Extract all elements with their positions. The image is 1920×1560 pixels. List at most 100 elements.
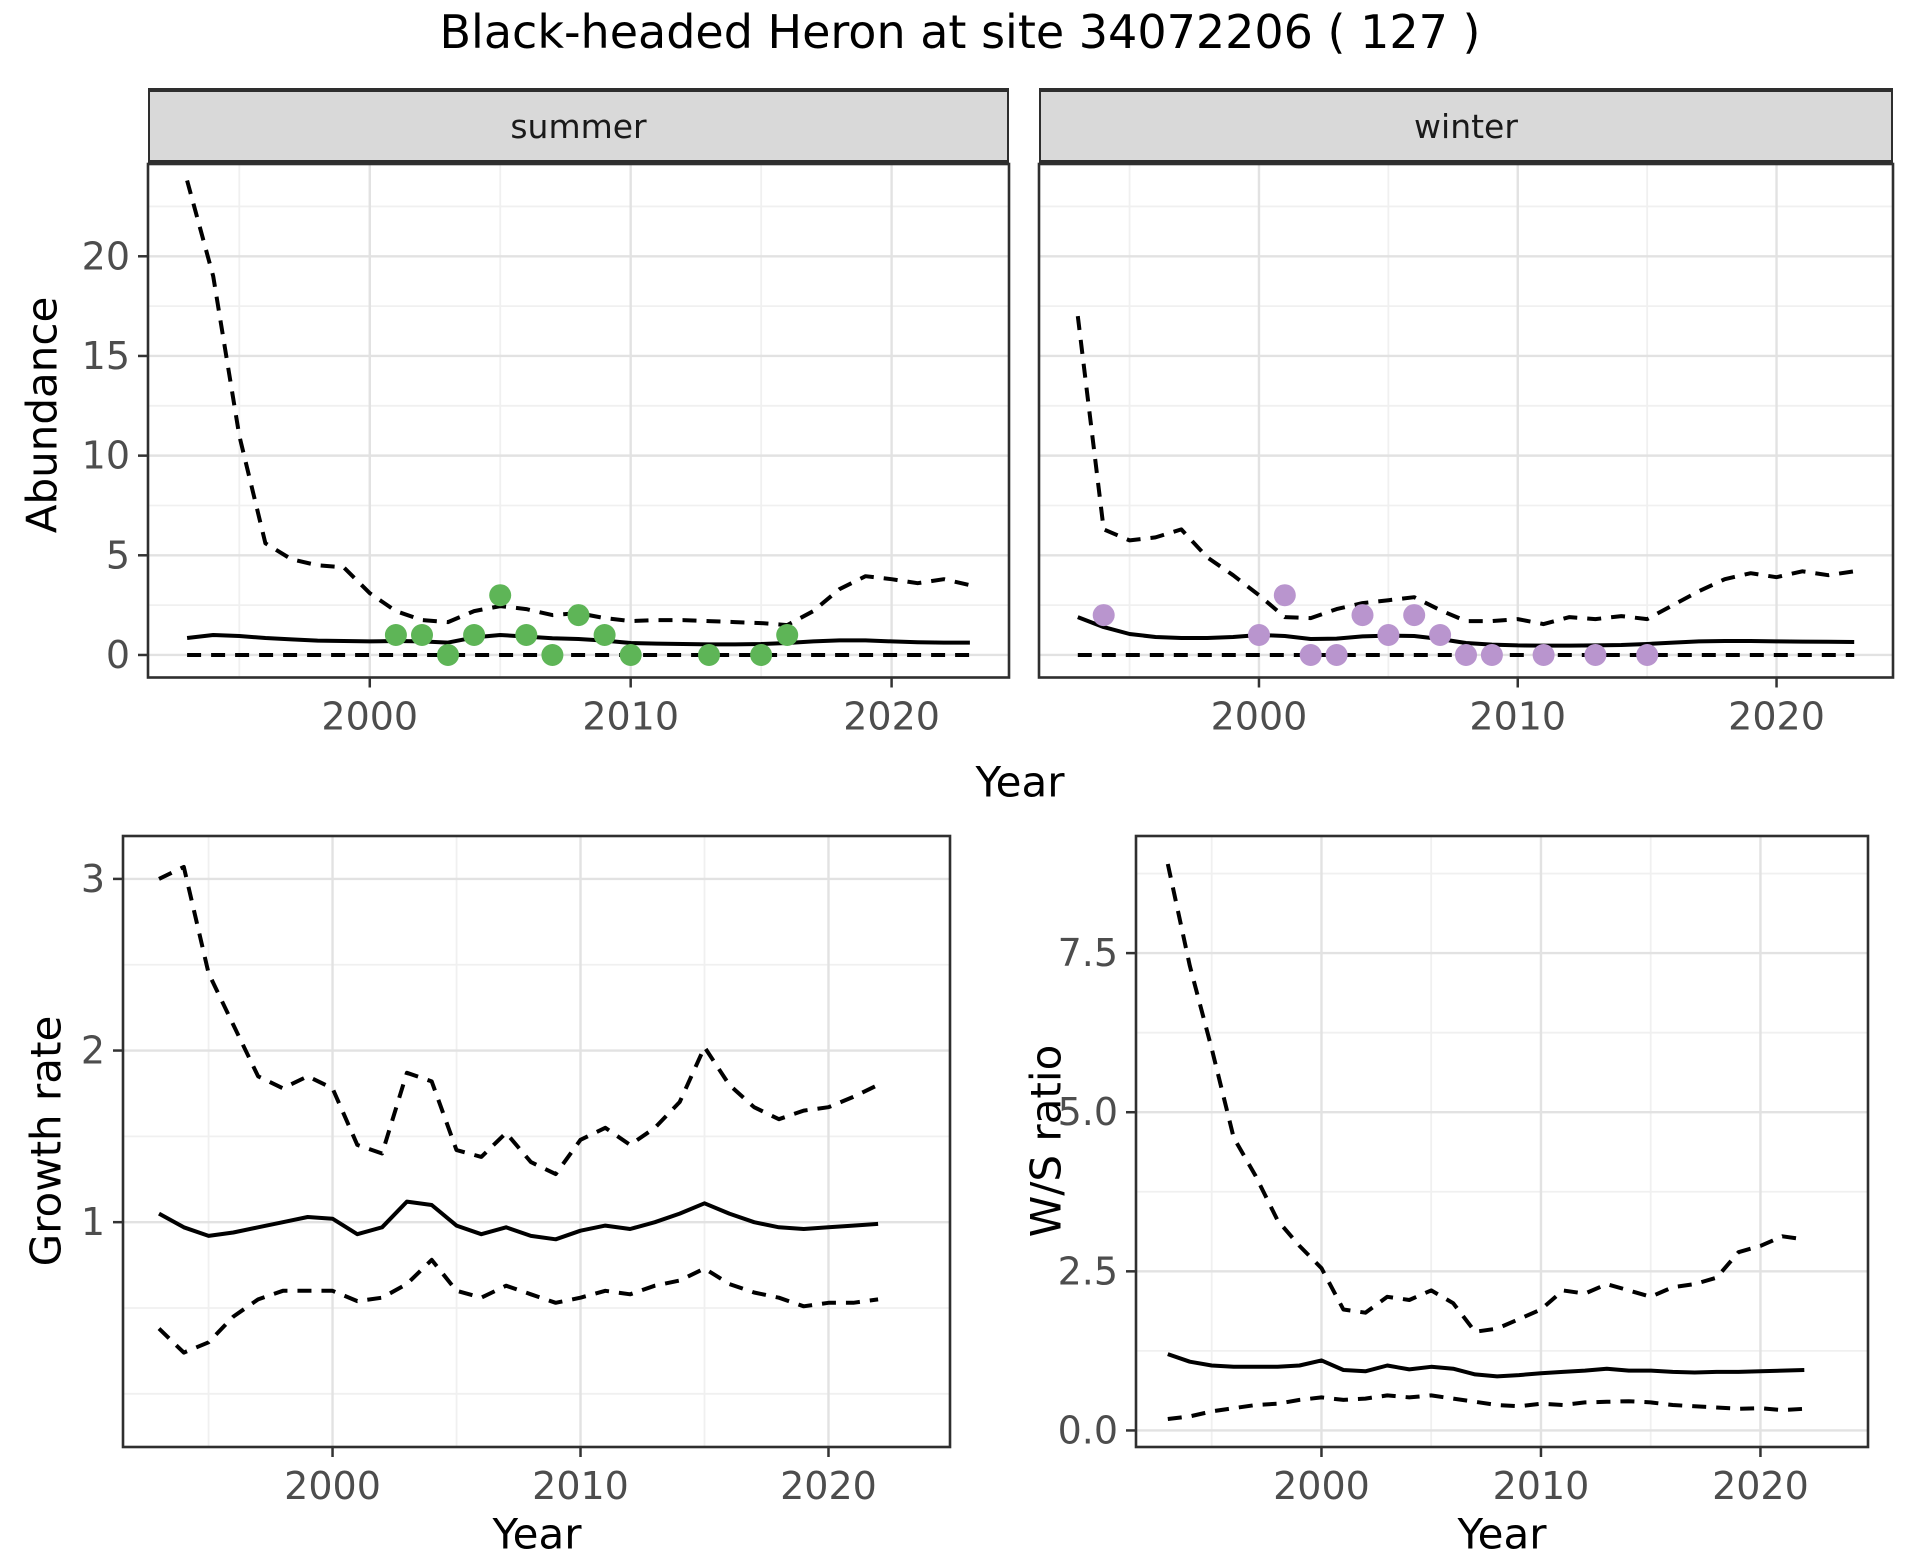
y-axis: 0 5 10 15 20 [82,234,148,677]
data-point [1377,624,1400,646]
x-axis-title-year-top: Year [975,757,1065,807]
upper-credible-interval-line [1165,863,1805,1334]
panel-border [1037,162,1895,679]
y-axis-title-growth-rate: Growth rate [21,1015,71,1267]
median-growth-rate-line [158,1199,879,1242]
x-tick-label: 2010 [532,1464,629,1508]
data-point [463,624,486,646]
upper-credible-interval-line [158,864,879,1177]
facet-strip-winter-label: winter [1414,106,1518,146]
grid-major [1039,164,1893,678]
data-point [619,644,642,666]
panel-border [146,162,1011,679]
upper-credible-interval-line [185,179,971,628]
data-point [1584,644,1607,666]
grid-minor [1136,836,1868,1447]
data-point [541,644,564,666]
data-point [1248,624,1270,646]
x-tick-label: 2000 [1273,1464,1370,1508]
median-ws-ratio-line [1167,1352,1805,1379]
data-point [1325,644,1348,666]
data-point [750,644,773,666]
y-axis-title-ws-ratio: W/S ratio [1021,1044,1071,1238]
panel-background [1039,164,1893,678]
y-tick-label: 3 [81,857,105,901]
y-tick-label: 10 [82,434,130,478]
x-axis: 2000 2010 2020 [1211,677,1825,739]
panel-background [123,836,950,1447]
data-point [437,644,459,666]
x-tick-label: 2000 [284,1464,381,1508]
data-point [1480,644,1503,666]
panel-growth-rate: 2000 2010 2020 1 2 3 [81,834,952,1508]
y-tick-label: 5.0 [1058,1090,1118,1134]
panel-background [148,164,1009,678]
data-point [1403,604,1426,627]
data-point [593,624,616,646]
grid-major [123,836,950,1447]
y-tick-label: 1 [81,1200,105,1244]
x-axis: 2000 2010 2020 [284,1447,877,1508]
y-tick-label: 0.0 [1058,1408,1118,1452]
facet-strip-summer-label: summer [510,106,647,146]
data-point [411,624,433,646]
y-axis-title-abundance: Abundance [17,296,67,534]
median-prediction-line [186,633,970,647]
y-tick-label: 2 [81,1029,105,1073]
observed-counts-summer [384,584,799,666]
facet-strip-summer: summer [148,88,1009,164]
grid-major [1136,836,1868,1447]
observed-counts-winter [1092,584,1659,666]
y-tick-label: 7.5 [1058,931,1118,975]
x-axis-title-year-growth: Year [492,1509,582,1559]
y-tick-label: 0 [106,633,130,677]
x-tick-label: 2020 [843,695,940,739]
y-axis: 1 2 3 [81,857,123,1244]
data-point [1455,644,1477,666]
x-tick-label: 2000 [321,695,418,739]
x-tick-label: 2010 [582,695,679,739]
data-point [1273,584,1296,607]
x-axis: 2000 2010 2020 [321,677,940,739]
upper-credible-interval-line [1075,315,1855,627]
x-tick-label: 2010 [1493,1464,1590,1508]
x-tick-label: 2020 [1728,695,1825,739]
data-point [1351,604,1374,627]
data-point [776,624,799,646]
x-tick-label: 2000 [1211,695,1308,739]
x-tick-label: 2020 [780,1464,877,1508]
data-point [1429,624,1452,646]
data-point [698,644,720,666]
panel-background [1136,836,1868,1447]
panel-ws-ratio: 2000 2010 2020 0.0 2.5 5.0 7.5 [1058,834,1870,1508]
lower-credible-interval-line [1167,1393,1805,1421]
y-tick-label: 15 [82,334,130,378]
y-axis: 0.0 2.5 5.0 7.5 [1058,931,1136,1452]
x-axis-title-year-ws: Year [1457,1509,1547,1559]
median-prediction-line [1077,615,1855,648]
data-point [1092,604,1115,627]
data-point [515,624,538,646]
facet-strip-winter: winter [1039,88,1893,164]
lower-credible-interval-line [157,1257,879,1355]
x-tick-label: 2010 [1469,695,1566,739]
x-tick-label: 2020 [1712,1464,1809,1508]
y-tick-label: 5 [106,533,130,577]
figure-title: Black-headed Heron at site 34072206 ( 12… [439,5,1481,59]
x-axis: 2000 2010 2020 [1273,1447,1809,1508]
data-point [1299,644,1322,666]
data-point [567,604,590,627]
panel-border [1134,834,1870,1449]
data-point [1532,644,1555,666]
data-point [489,584,512,607]
y-tick-label: 20 [82,234,130,278]
panel-abundance-winter: 2000 2010 2020 [1037,162,1895,739]
panel-abundance-summer: 2000 2010 2020 0 5 10 15 20 [82,162,1011,739]
data-point [384,624,407,646]
grid-minor [123,836,950,1447]
y-tick-label: 2.5 [1058,1249,1118,1293]
grid-minor [1039,164,1893,678]
data-point [1636,644,1659,666]
